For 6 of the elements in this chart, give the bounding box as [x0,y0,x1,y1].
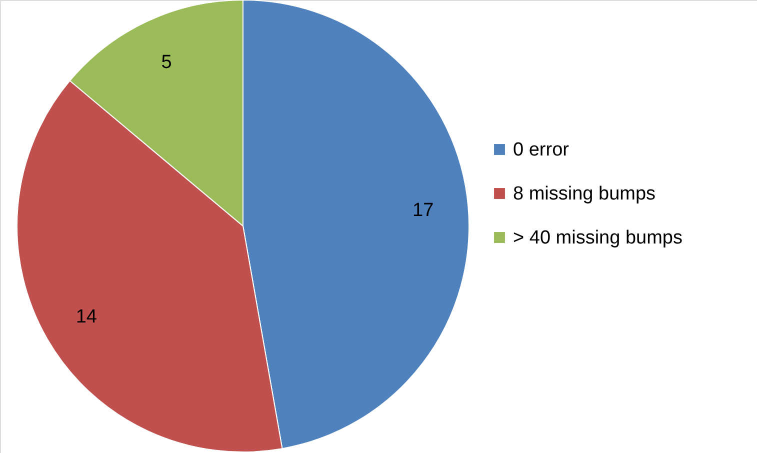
legend-label: 0 error [513,140,570,160]
legend-label: 8 missing bumps [513,184,656,204]
data-label: 14 [76,306,98,328]
legend-label: > 40 missing bumps [513,228,682,248]
data-label: 17 [412,200,434,222]
data-label: 5 [161,52,172,74]
